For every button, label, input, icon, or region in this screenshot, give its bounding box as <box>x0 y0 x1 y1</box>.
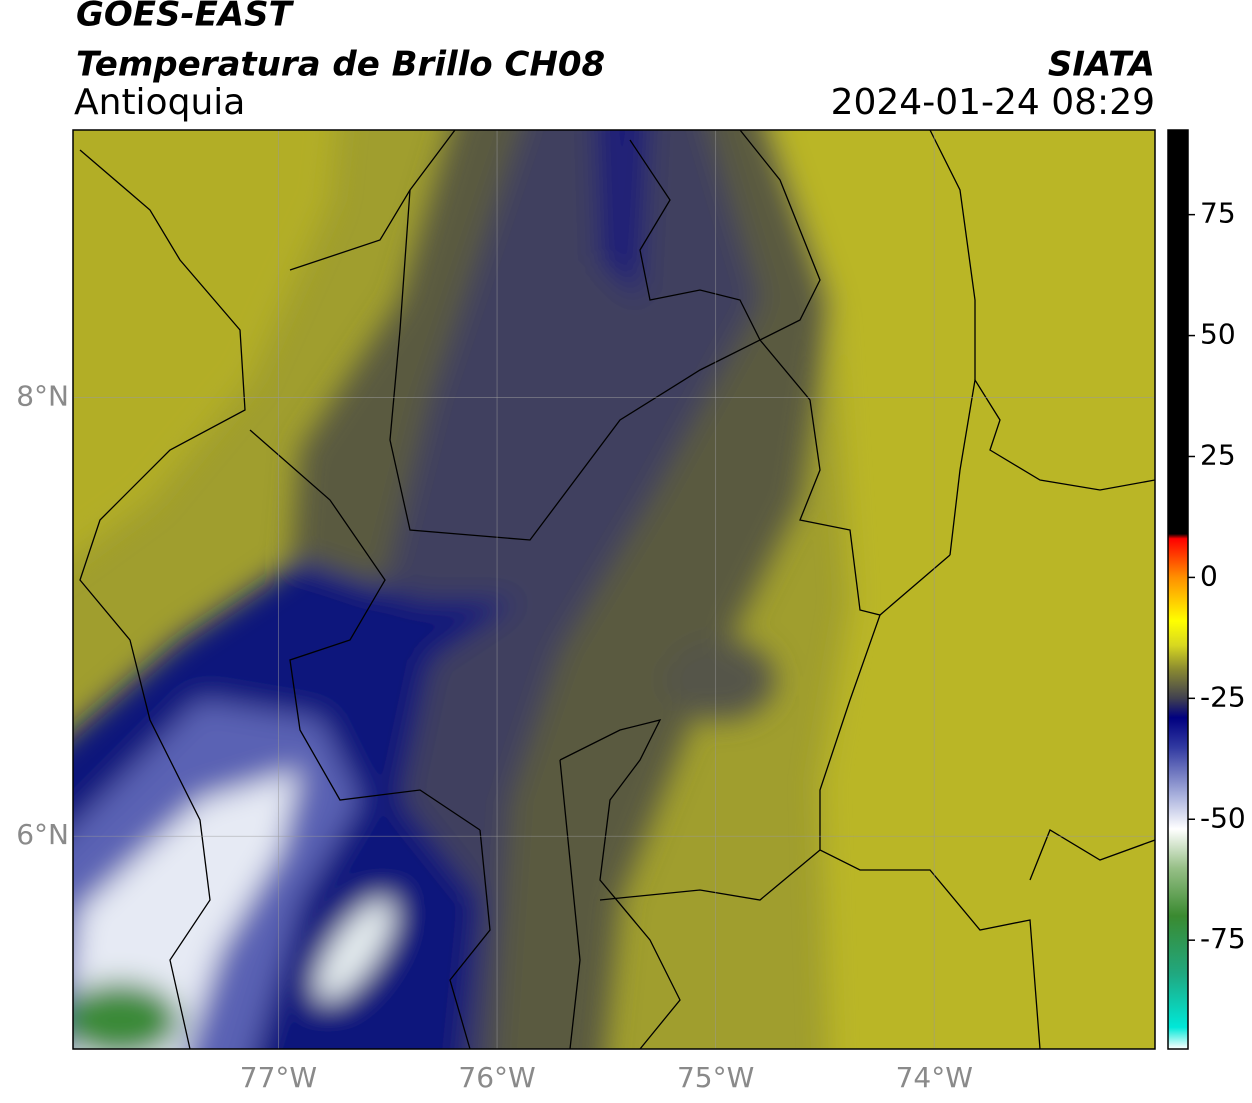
datetime: 2024-01-24 08:29 <box>831 82 1155 123</box>
subtitle: Temperatura de Brillo CH08 <box>76 45 605 85</box>
colorbar-tick-label: 0 <box>1200 559 1218 592</box>
x-tick-label: 75°W <box>677 1061 754 1094</box>
map-frame <box>72 129 1156 1050</box>
x-tick-label: 76°W <box>458 1061 535 1094</box>
colorbar-tick-label: -50 <box>1200 801 1246 834</box>
satellite-field <box>73 130 1155 1049</box>
region: Antioquia <box>74 82 245 123</box>
y-tick-label: 6°N <box>16 818 69 851</box>
title: GOES-EAST <box>76 0 295 35</box>
colorbar-tick-label: 25 <box>1200 438 1236 471</box>
grid <box>73 130 1155 1049</box>
colorbar-tick-label: 50 <box>1200 318 1236 351</box>
y-tick-label: 8°N <box>16 380 69 413</box>
colorbar-tick-label: 75 <box>1200 197 1236 230</box>
x-tick-label: 74°W <box>896 1061 973 1094</box>
colorbar <box>1167 129 1189 1050</box>
colorbar-tick-label: -25 <box>1200 680 1246 713</box>
colorbar-tick-label: -75 <box>1200 922 1246 955</box>
x-tick-label: 77°W <box>240 1061 317 1094</box>
source: SIATA <box>1048 45 1155 85</box>
